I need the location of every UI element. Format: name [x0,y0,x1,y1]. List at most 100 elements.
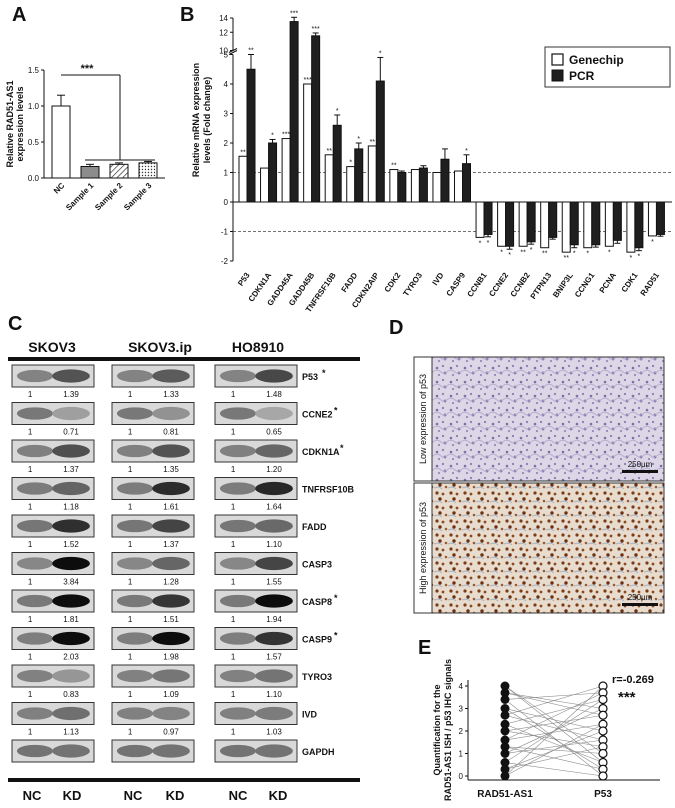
protein-star: * [334,406,338,416]
protein-label: TYRO3 [302,672,332,682]
y-tick-label: -1 [221,228,229,237]
x-tick-label: CCNE2 [487,271,510,299]
band-nc [116,557,153,570]
band-value: 1.52 [63,540,79,549]
pair-line [504,685,604,777]
legend-box [544,46,671,88]
y-tick-label: 1 [224,169,229,178]
condition-label: KD [63,788,82,803]
significance-star: * [530,247,533,254]
x-tick-label: CCNG1 [573,271,597,300]
genechip-bar [410,169,420,203]
band-value: 1.35 [163,465,179,474]
y-axis-label: Quantification for the [432,685,442,776]
band-value: 1 [128,390,133,399]
ihc-image-high [431,482,665,614]
bar [109,163,129,179]
pair-line [504,685,604,763]
band-kd [152,481,190,496]
band-nc [116,632,153,645]
significance-star: ** [240,149,246,156]
band-kd [152,556,190,571]
band-value: 1.20 [266,465,282,474]
x-tick-label: Sample 1 [64,181,96,213]
cell-line-label: SKOV3 [28,339,76,355]
significance-star: ** [248,48,254,55]
significance-star: * [630,255,633,262]
genechip-bar [367,145,377,203]
band-nc [16,632,53,645]
band-value: 1.55 [266,578,282,587]
significance-label: *** [618,689,636,706]
y-tick-label: 0 [459,772,464,781]
pair-line [504,714,604,741]
band-value: 1 [231,428,236,437]
significance-star: * [479,240,482,247]
pair-line [504,723,604,741]
genechip-bar [389,169,399,203]
band-value: 1 [28,578,33,587]
pair-line [504,746,604,770]
pcr-bar [418,167,428,203]
band-value: 1.94 [266,615,282,624]
bar [138,162,158,179]
band-kd [152,406,190,421]
panel-letter-d: D [389,317,403,339]
cell-line-label: SKOV3.ip [128,339,192,355]
band-value: 1 [128,503,133,512]
x-tick-label: CDK1 [620,271,640,294]
x-tick-label: P53 [236,271,252,288]
y-axis-label: Relative RAD51-AS1 [5,80,15,167]
y-tick-label: 12 [219,28,228,37]
x-tick-label: NC [52,181,67,196]
band-kd [255,669,293,683]
significance-star: * [573,251,576,258]
condition-label: NC [124,788,143,803]
condition-label: NC [229,788,248,803]
x-tick-label: TYRO3 [401,271,424,298]
y-tick-label: 3 [459,705,464,714]
band-kd [52,594,90,608]
band-value: 1 [231,503,236,512]
x-tick-label: PTPN13 [529,271,554,301]
x-tick-label: P53 [594,789,612,800]
y-tick-label: -2 [221,257,229,266]
legend-label-genechip: Genechip [569,53,624,67]
significance-star: * [508,252,511,259]
pcr-bar [289,21,299,203]
y-tick-label: 2 [459,727,464,736]
band-nc [219,669,256,683]
genechip-bar [497,201,507,247]
band-kd [52,406,90,421]
y-tick-label: 5 [224,51,229,60]
band-value: 1.10 [266,540,282,549]
band-value: 1.28 [163,578,179,587]
pair-line [504,730,604,748]
protein-star: * [322,368,326,378]
pcr-bar [505,201,515,247]
significance-star: * [638,254,641,261]
pcr-bar [591,201,601,246]
point-p53 [598,710,608,720]
panel-c: C SKOV3 SKOV3.ip HO8910 1 1.39 1 1.33 1 1.48 P53 * 1… [8,313,360,803]
genechip-bar [583,201,593,249]
pcr-bar [548,201,558,238]
band-kd [255,369,293,383]
band-value: 1 [28,428,33,437]
genechip-bar [454,170,463,203]
band-value: 1.03 [266,728,282,737]
band-value: 1 [231,540,236,549]
condition-label: KD [269,788,288,803]
header-rule [8,357,360,361]
band-nc [16,557,53,570]
point-rad51-as1 [500,771,510,781]
band-nc [116,482,153,495]
bar [80,165,100,179]
ihc-label-high: High expression of p53 [418,502,428,594]
x-tick-label: CCNB1 [466,271,489,299]
band-nc [219,594,256,608]
genechip-bar [604,201,614,247]
genechip-bar [303,83,313,203]
pcr-bar [397,172,407,203]
